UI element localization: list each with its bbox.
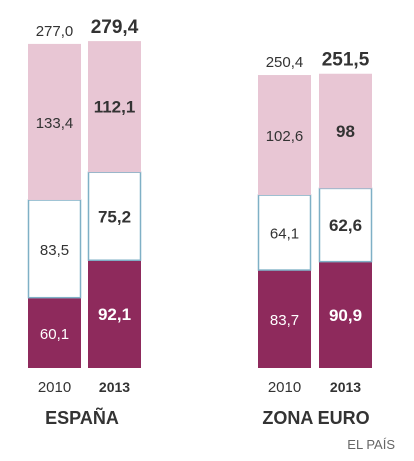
segment-value-label: 60,1 (40, 326, 69, 343)
segment-value-label: 90,9 (329, 306, 362, 325)
bar-total-label: 277,0 (36, 23, 74, 40)
year-label: 2013 (330, 379, 361, 395)
year-label: 2010 (268, 379, 301, 396)
group-label: ZONA EURO (262, 408, 369, 428)
bar-segment-top (258, 75, 311, 196)
source-label: EL PAÍS (347, 437, 395, 452)
bar-segment-middle (257, 194, 312, 271)
segment-value-label: 98 (336, 122, 355, 141)
year-label: 2013 (99, 379, 130, 395)
bar-segment-top (88, 41, 141, 173)
bar-segment-top (28, 43, 81, 200)
group-label: ESPAÑA (45, 407, 119, 428)
bar-segment-bottom (258, 270, 311, 368)
segment-value-label: 133,4 (36, 115, 74, 132)
bar-segment-middle (87, 171, 142, 261)
year-label: 2010 (38, 379, 71, 396)
segment-value-label: 112,1 (94, 98, 136, 117)
bar-total-label: 250,4 (266, 54, 304, 71)
segment-value-label: 92,1 (98, 305, 131, 324)
bar-total-label: 251,5 (322, 50, 370, 71)
bar-total-label: 279,4 (91, 17, 139, 38)
segment-value-label: 64,1 (270, 226, 299, 243)
segment-value-label: 102,6 (266, 128, 304, 145)
bar-segment-bottom (88, 260, 141, 368)
segment-value-label: 75,2 (98, 207, 131, 226)
bar-segment-middle (27, 199, 82, 299)
bar-segment-bottom (28, 297, 81, 368)
bar-segment-top (319, 73, 372, 189)
segment-value-label: 83,5 (40, 242, 69, 259)
bar-segment-bottom (319, 261, 372, 368)
segment-value-label: 83,7 (270, 312, 299, 329)
segment-value-label: 62,6 (329, 216, 362, 235)
